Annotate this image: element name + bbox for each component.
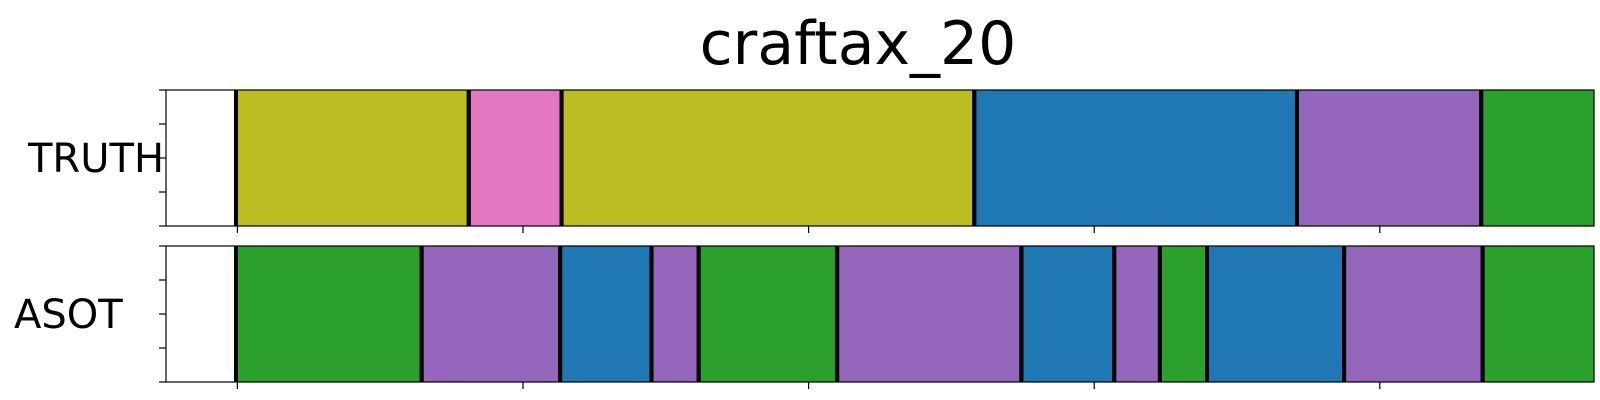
segment — [1481, 90, 1594, 226]
segment — [235, 246, 422, 382]
segment — [651, 246, 699, 382]
row-truth: TRUTH — [27, 89, 1595, 233]
segment — [1159, 246, 1208, 382]
segment — [561, 90, 975, 226]
chart-rows: TRUTH ASOT — [14, 89, 1595, 389]
segment — [468, 90, 562, 226]
row-label: ASOT — [14, 292, 123, 338]
segment — [1021, 246, 1115, 382]
segment — [1114, 246, 1160, 382]
segment — [1207, 246, 1345, 382]
segment — [974, 90, 1297, 226]
chart-title: craftax_20 — [700, 9, 1017, 79]
segment — [1296, 90, 1482, 226]
row-asot: ASOT — [14, 245, 1595, 389]
row-label: TRUTH — [27, 136, 164, 182]
segment — [560, 246, 652, 382]
segment — [837, 246, 1022, 382]
segment — [1344, 246, 1483, 382]
segment — [235, 90, 469, 226]
segment — [1482, 246, 1594, 382]
segment — [698, 246, 838, 382]
segment — [421, 246, 561, 382]
